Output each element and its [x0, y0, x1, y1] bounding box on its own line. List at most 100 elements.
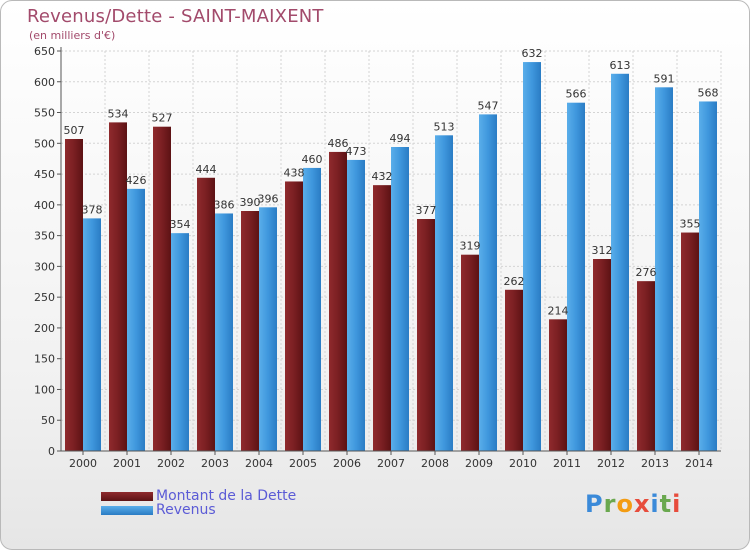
bar-dette [637, 281, 655, 451]
bar-revenus [127, 188, 145, 451]
bar-dette [197, 177, 215, 451]
bar-dette [681, 232, 699, 451]
axes: 0 50 100 150 200 250 300 350 400 450 500 550 600 650 2… [34, 45, 721, 470]
data-label-dette: 444 [196, 163, 217, 176]
x-tick-label: 2005 [289, 457, 317, 470]
data-label-dette: 438 [284, 166, 305, 179]
data-label-dette: 534 [108, 107, 129, 120]
x-tick-label: 2007 [377, 457, 405, 470]
x-tick-label: 2008 [421, 457, 449, 470]
bar-dette [109, 122, 127, 451]
y-tick-label: 400 [34, 199, 55, 212]
bar-revenus [655, 87, 673, 452]
y-tick-label: 300 [34, 260, 55, 273]
data-label-dette: 319 [460, 240, 481, 253]
bar-revenus [347, 159, 365, 451]
y-tick-label: 100 [34, 383, 55, 396]
data-label-dette: 390 [240, 196, 261, 209]
y-tick-label: 650 [34, 45, 55, 58]
x-tick-label: 2003 [201, 457, 229, 470]
y-tick-label: 150 [34, 353, 55, 366]
bar-dette [329, 151, 347, 451]
data-label-dette: 507 [64, 124, 85, 137]
bar-dette [373, 185, 391, 451]
x-tick-label: 2009 [465, 457, 493, 470]
y-tick-label: 200 [34, 322, 55, 335]
bar-dette [65, 139, 83, 451]
bar-dette [241, 211, 259, 451]
data-label-revenus: 426 [126, 174, 147, 187]
data-label-dette: 355 [680, 218, 701, 231]
data-label-dette: 276 [636, 266, 657, 279]
data-label-revenus: 632 [522, 47, 543, 60]
x-tick-label: 2002 [157, 457, 185, 470]
y-tick-label: 350 [34, 230, 55, 243]
y-tick-label: 550 [34, 107, 55, 120]
data-label-dette: 432 [372, 170, 393, 183]
x-tick-label: 2006 [333, 457, 361, 470]
data-label-revenus: 460 [302, 153, 323, 166]
bar-revenus [215, 213, 233, 451]
y-tick-label: 500 [34, 137, 55, 150]
bar-dette [461, 254, 479, 451]
x-tick-label: 2000 [69, 457, 97, 470]
y-tick-label: 250 [34, 291, 55, 304]
bar-dette [505, 289, 523, 451]
bar-revenus [435, 135, 453, 452]
y-tick-label: 600 [34, 76, 55, 89]
data-label-revenus: 473 [346, 145, 367, 158]
bar-revenus [479, 114, 497, 451]
y-tick-label: 50 [41, 414, 55, 427]
bar-revenus [83, 218, 101, 451]
bar-revenus [699, 101, 717, 451]
bar-dette [285, 181, 303, 451]
data-label-dette: 486 [328, 137, 349, 150]
data-label-revenus: 568 [698, 86, 719, 99]
data-label-dette: 262 [504, 275, 525, 288]
bar-revenus [523, 62, 541, 451]
data-label-revenus: 354 [170, 218, 191, 231]
legend-swatch-revenus [101, 505, 153, 515]
bar-revenus [611, 73, 629, 452]
x-tick-label: 2004 [245, 457, 273, 470]
legend-label-revenus: Revenus [156, 502, 216, 518]
y-tick-label: 450 [34, 168, 55, 181]
legend-item-dette: Montant de la Dette [101, 488, 296, 504]
bar-dette [153, 126, 171, 451]
bar-revenus [391, 147, 409, 451]
data-label-dette: 527 [152, 112, 173, 125]
y-tick-label: 0 [48, 445, 55, 458]
legend-item-revenus: Revenus [101, 502, 216, 518]
bar-dette [593, 259, 611, 451]
chart-subtitle: (en milliers d'€) [29, 29, 116, 42]
data-label-revenus: 386 [214, 198, 235, 211]
data-label-dette: 214 [548, 304, 569, 317]
legend-label-dette: Montant de la Dette [156, 488, 297, 504]
bars [65, 62, 717, 452]
x-tick-label: 2012 [597, 457, 625, 470]
chart-title: Revenus/Dette - SAINT-MAIXENT [27, 6, 324, 27]
data-label-revenus: 566 [566, 88, 587, 101]
x-tick-label: 2014 [685, 457, 713, 470]
data-label-revenus: 591 [654, 72, 675, 85]
data-label-revenus: 396 [258, 192, 279, 205]
bar-dette [417, 219, 435, 451]
x-tick-label: 2010 [509, 457, 537, 470]
data-label-revenus: 513 [434, 120, 455, 133]
data-label-revenus: 378 [82, 203, 103, 216]
data-label-revenus: 613 [610, 59, 631, 72]
bar-dette [549, 319, 567, 451]
bar-revenus [567, 102, 585, 451]
data-label-dette: 312 [592, 244, 613, 257]
bar-revenus [171, 233, 189, 451]
data-label-revenus: 547 [478, 99, 499, 112]
x-tick-label: 2001 [113, 457, 141, 470]
bar-revenus [303, 167, 321, 451]
x-tick-label: 2011 [553, 457, 581, 470]
data-label-dette: 377 [416, 204, 437, 217]
data-label-revenus: 494 [390, 132, 411, 145]
bar-revenus [259, 207, 277, 451]
